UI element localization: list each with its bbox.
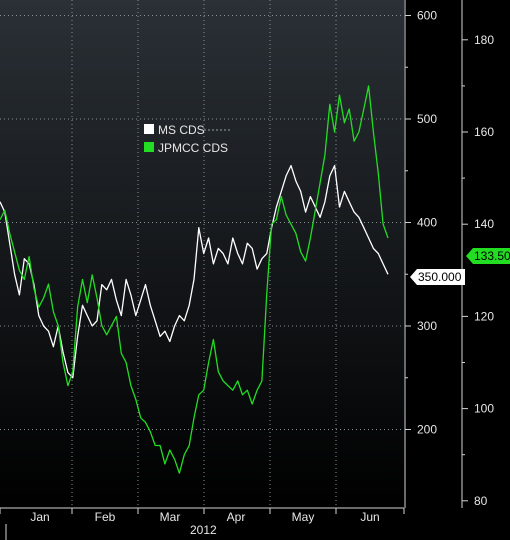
price-tag-jpm: 133.50: [466, 248, 510, 264]
x-tick-label: Apr: [227, 510, 246, 524]
series-line-jpmcc-cds: [0, 85, 389, 474]
price-tag-ms: 350.000: [410, 269, 465, 285]
right-value-axis-label: 80: [474, 494, 488, 508]
right-value-axis-label: 180: [474, 33, 494, 47]
right-value-axis-label: 120: [474, 309, 494, 323]
x-axis-title: 2012: [190, 523, 217, 537]
x-tick-label: May: [292, 510, 315, 524]
left-value-axis-label: 600: [417, 9, 437, 23]
price-tag-ms-label: 350.000: [418, 270, 462, 284]
left-value-axis-label: 500: [417, 112, 437, 126]
left-value-axis-label: 400: [417, 216, 437, 230]
legend-swatch-jpm: [144, 142, 154, 152]
left-value-axis-label: 300: [417, 319, 437, 333]
x-tick-label: Jan: [30, 510, 49, 524]
plot-background: [0, 0, 404, 508]
axes: Jan Feb Mar Apr May Jun 200 300 400 500 600 80 100 12…: [0, 0, 494, 540]
price-tag-jpm-label: 133.50: [474, 249, 510, 263]
price-tag-ms-shape: [410, 269, 465, 285]
right-value-axis-label: 140: [474, 217, 494, 231]
legend-swatch-ms: [144, 124, 154, 134]
series-lines: [0, 85, 389, 474]
x-axis-year-label: 2012: [190, 523, 217, 537]
price-tag-jpm-shape: [466, 248, 510, 264]
series-line-ms-cds: [0, 164, 389, 379]
x-tick-label: Mar: [160, 510, 181, 524]
x-tick-label: Feb: [95, 510, 116, 524]
right-value-axis-label: 100: [474, 402, 494, 416]
bottom-axis-background: [0, 508, 404, 540]
legend-label-jpm: JPMCC CDS: [158, 141, 228, 155]
right-value-axis-label: 160: [474, 125, 494, 139]
legend: MS CDS JPMCC CDS: [144, 123, 230, 155]
legend-label-ms: MS CDS: [158, 123, 205, 137]
x-tick-label: Jun: [360, 510, 379, 524]
left-value-axis-label: 200: [417, 423, 437, 437]
